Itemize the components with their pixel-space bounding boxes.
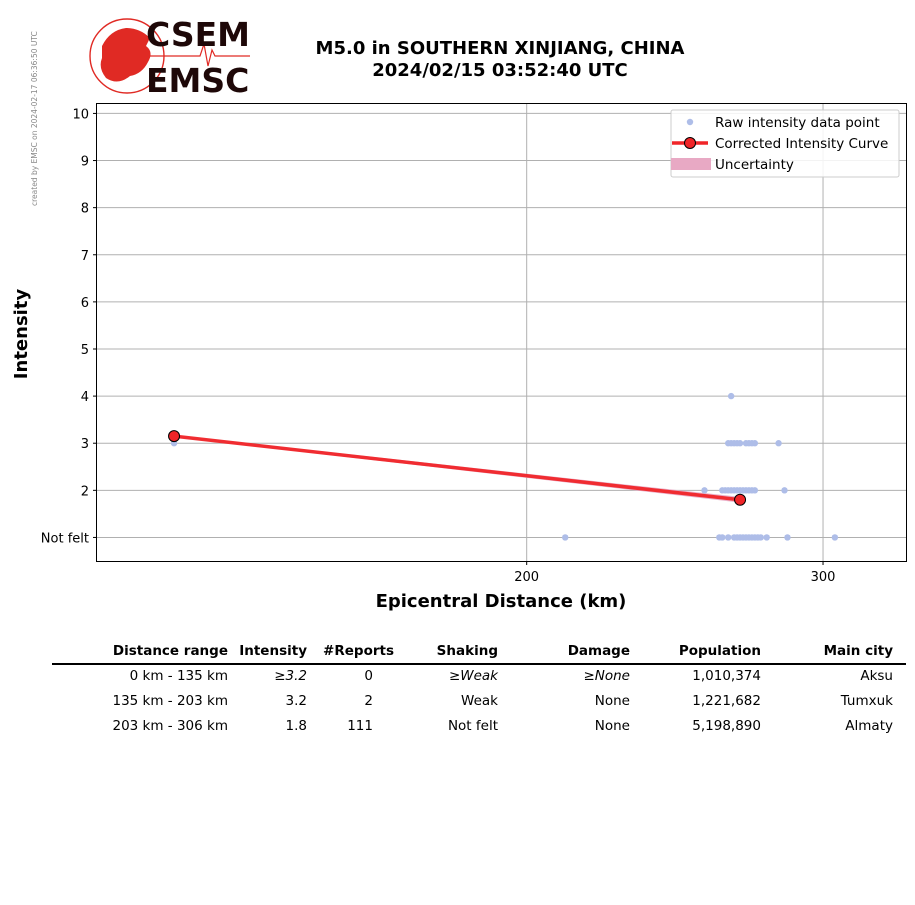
logo-seismogram [148, 43, 250, 67]
legend: Raw intensity data point Corrected Inten… [670, 109, 900, 178]
td-distance: 0 km - 135 km [129, 668, 228, 684]
td-population: 1,010,374 [692, 668, 761, 684]
th-distance: Distance range [112, 643, 228, 659]
raw-data-point [781, 487, 788, 494]
y-tick-label: 9 [81, 155, 89, 170]
legend-raw-label: Raw intensity data point [715, 115, 880, 131]
td-reports: 2 [364, 693, 373, 709]
y-axis-ticks: Not felt 2 3 4 5 6 7 8 9 10 [41, 107, 97, 546]
title-line-2: 2024/02/15 03:52:40 UTC [372, 60, 628, 81]
y-tick-label: Not felt [41, 531, 89, 546]
raw-points-layer [170, 392, 839, 541]
x-tick-label: 200 [514, 570, 539, 585]
td-damage: None [594, 718, 630, 734]
th-shaking: Shaking [436, 643, 498, 659]
td-intensity: 3.2 [285, 693, 307, 709]
raw-data-point [757, 534, 764, 541]
legend-curve-marker [684, 137, 696, 149]
td-population: 1,221,682 [692, 693, 761, 709]
td-damage: ≥None [583, 668, 630, 684]
td-intensity: ≥3.2 [274, 668, 307, 684]
raw-data-point [727, 392, 735, 400]
th-population: Population [678, 643, 761, 659]
corrected-intensity-curve [173, 434, 741, 502]
y-tick-label: 6 [81, 296, 89, 311]
watermark-text: created by EMSC on 2024-02-17 06:36:50 U… [30, 31, 39, 206]
y-tick-label: 10 [72, 107, 89, 122]
raw-data-point [736, 440, 744, 447]
raw-data-point [701, 487, 708, 494]
plot-frame [96, 103, 907, 562]
td-reports: 111 [347, 718, 373, 734]
y-tick-label: 3 [81, 437, 89, 452]
chart-title: M5.0 in SOUTHERN XINJIANG, CHINA 2024/02… [250, 38, 750, 82]
raw-data-point [719, 534, 726, 541]
th-reports: #Reports [323, 643, 394, 659]
emsc-logo: CSEM EMSC [89, 16, 250, 98]
td-reports: 0 [364, 668, 373, 684]
y-tick-label: 2 [81, 484, 89, 499]
td-main-city: Tumxuk [840, 693, 893, 709]
th-damage: Damage [567, 643, 630, 659]
y-axis-label: Intensity [11, 289, 32, 380]
td-intensity: 1.8 [285, 718, 307, 734]
raw-data-point [763, 534, 770, 541]
raw-data-point [751, 487, 759, 494]
legend-uncertainty-label: Uncertainty [715, 157, 794, 173]
x-axis-label: Epicentral Distance (km) [376, 591, 627, 612]
watermark: created by EMSC on 2024-02-17 06:36:50 U… [30, 31, 39, 206]
td-distance: 203 km - 306 km [112, 718, 228, 734]
curve-marker [734, 493, 747, 506]
logo-emsc-text: EMSC [146, 61, 249, 98]
raw-data-point [562, 534, 569, 541]
raw-data-point [831, 534, 839, 541]
logo-map-shape [100, 28, 151, 82]
raw-data-point [775, 440, 782, 447]
td-main-city: Aksu [860, 668, 893, 684]
legend-box [670, 109, 900, 178]
raw-data-point [751, 440, 759, 447]
td-shaking: ≥Weak [448, 668, 498, 684]
x-axis-ticks: 200 300 [514, 561, 835, 585]
raw-data-point [784, 534, 791, 541]
td-damage: None [594, 693, 630, 709]
logo-csem-text: CSEM [146, 16, 250, 54]
intensity-curve-layer [168, 430, 747, 506]
title-line-1: M5.0 in SOUTHERN XINJIANG, CHINA [315, 38, 685, 59]
th-main-city: Main city [823, 643, 893, 659]
y-tick-label: 5 [81, 343, 89, 358]
grid-lines [97, 104, 906, 561]
legend-raw-marker [686, 118, 694, 126]
th-intensity: Intensity [239, 643, 307, 659]
td-shaking: Weak [461, 693, 498, 709]
intensity-chart: Not felt 2 3 4 5 6 7 8 9 10 200 300 Epicentral Dis… [11, 103, 907, 612]
td-main-city: Almaty [845, 718, 893, 734]
y-tick-label: 8 [81, 202, 89, 217]
legend-curve-label: Corrected Intensity Curve [715, 136, 888, 152]
raw-data-point [724, 534, 732, 541]
table-header-rule [52, 663, 906, 665]
x-tick-label: 300 [811, 570, 836, 585]
curve-marker [168, 430, 181, 443]
y-tick-label: 7 [81, 249, 89, 264]
td-shaking: Not felt [447, 718, 498, 734]
legend-uncertainty-swatch [671, 158, 711, 170]
y-tick-label: 4 [81, 390, 89, 405]
td-population: 5,198,890 [692, 718, 761, 734]
td-distance: 135 km - 203 km [112, 693, 228, 709]
